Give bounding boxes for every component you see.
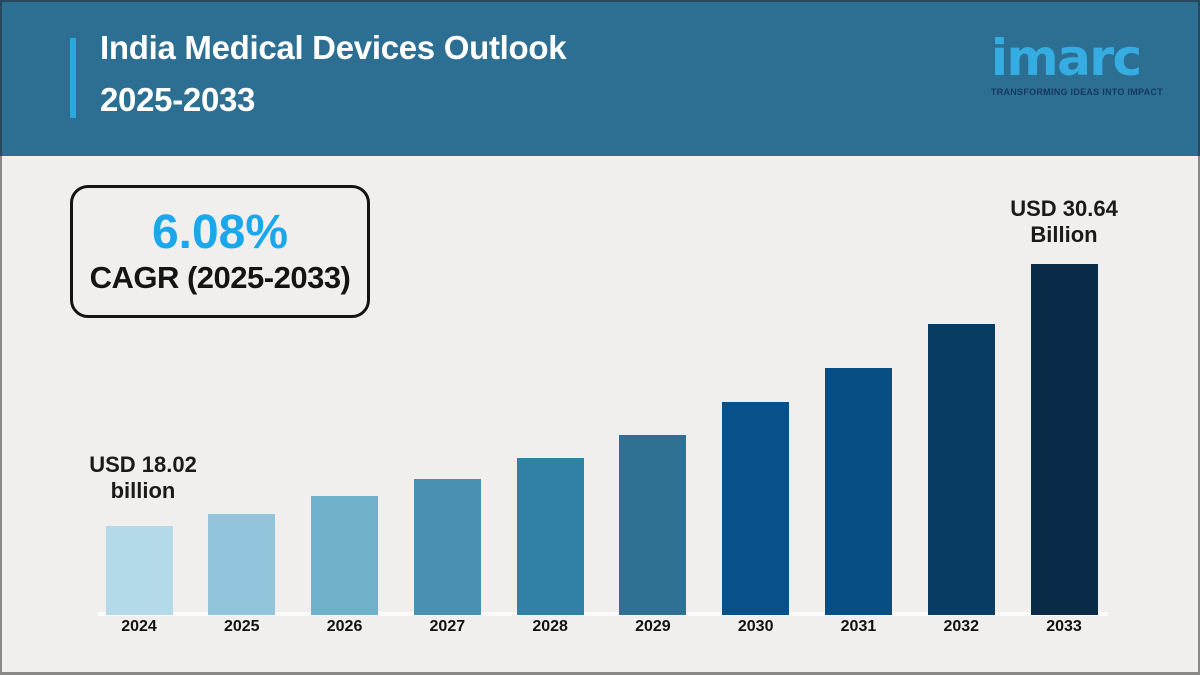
year-label-2028: 2028 [532, 618, 568, 635]
bar-2027 [413, 479, 481, 615]
year-label-2029: 2029 [635, 618, 671, 635]
page-title: India Medical Devices Outlook 2025-2033 [100, 22, 567, 126]
imarc-wordmark: imarc [990, 29, 1142, 87]
year-label-2027: 2027 [429, 618, 466, 635]
year-label-2031: 2031 [840, 618, 877, 635]
year-label-2026: 2026 [326, 618, 363, 635]
bar-2031 [824, 368, 892, 615]
bar-2024 [105, 526, 173, 615]
bar-2028 [516, 458, 584, 615]
page-title-line2: 2025-2033 [100, 81, 256, 118]
bar-2025 [208, 514, 276, 615]
header-banner: India Medical Devices Outlook 2025-2033 … [0, 0, 1200, 156]
bar-2033 [1030, 264, 1098, 615]
last-bar-value-label: USD 30.64 Billion [984, 196, 1144, 248]
first-bar-value-line2: billion [110, 478, 176, 503]
chart-baseline [98, 612, 1108, 616]
first-bar-value-line1: USD 18.02 [89, 452, 197, 477]
year-label-2024: 2024 [121, 618, 157, 635]
cagr-label: CAGR (2025-2033) [89, 260, 351, 295]
last-bar-value-line1: USD 30.64 [1010, 196, 1118, 221]
page-title-line1: India Medical Devices Outlook [100, 29, 567, 66]
imarc-logo: imarc TRANSFORMING IDEAS INTO IMPACT [991, 30, 1163, 97]
imarc-tagline: TRANSFORMING IDEAS INTO IMPACT [990, 87, 1163, 97]
bar-2032 [927, 324, 995, 615]
year-label-2025: 2025 [223, 618, 260, 635]
cagr-callout-box: 6.08% CAGR (2025-2033) [70, 185, 370, 318]
year-label-2033: 2033 [1046, 618, 1082, 635]
last-bar-value-line2: Billion [1030, 222, 1098, 247]
cagr-value: 6.08% [151, 206, 289, 259]
first-bar-value-label: USD 18.02 billion [63, 452, 223, 504]
title-accent-bar [70, 38, 76, 118]
bar-2029 [619, 435, 687, 615]
year-label-2030: 2030 [737, 618, 774, 635]
year-label-2032: 2032 [943, 618, 980, 635]
bar-2026 [311, 496, 379, 615]
bar-2030 [722, 402, 790, 615]
